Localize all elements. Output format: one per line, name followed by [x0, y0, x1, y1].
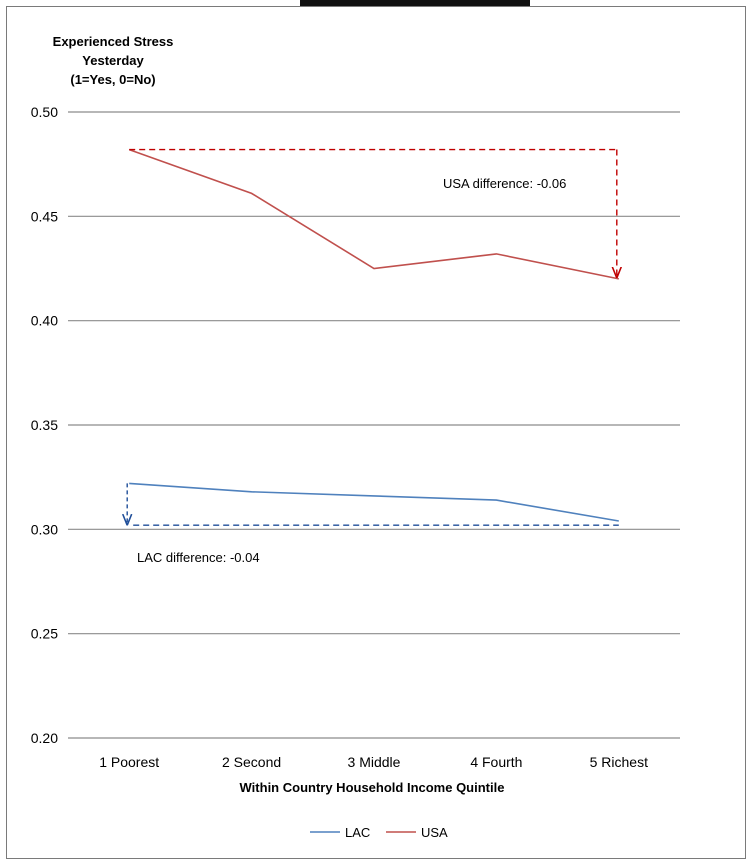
x-tick-label: 1 Poorest [99, 754, 159, 770]
y-tick-label: 0.50 [31, 104, 58, 120]
y-tick-label: 0.20 [31, 730, 58, 746]
x-tick-label: 3 Middle [348, 754, 401, 770]
x-tick-label: 5 Richest [590, 754, 648, 770]
gridlines [68, 111, 680, 739]
series-line-usa [128, 148, 619, 280]
y-tick-label: 0.30 [31, 521, 58, 537]
lac-difference-label: LAC difference: -0.04 [137, 550, 260, 565]
x-tick-label: 2 Second [222, 754, 281, 770]
series-line-lac [129, 482, 619, 522]
x-tick-label: 4 Fourth [470, 754, 522, 770]
y-tick-label: 0.25 [31, 626, 58, 642]
top-edge-shadow [300, 0, 530, 6]
x-axis-label: Within Country Household Income Quintile [240, 780, 505, 795]
legend-label-usa: USA [421, 825, 448, 840]
y-axis-label-line-1: Experienced Stress [53, 34, 174, 49]
legend-label-lac: LAC [345, 825, 370, 840]
y-tick-label: 0.45 [31, 208, 58, 224]
difference-annotations: USA difference: -0.06 LAC difference: -0.… [127, 148, 619, 565]
chart-border [6, 6, 746, 859]
series-lines [128, 148, 619, 522]
legend: LAC USA [310, 825, 448, 840]
usa-difference-label: USA difference: -0.06 [443, 176, 566, 191]
y-axis-label-line-2: Yesterday [82, 53, 144, 68]
y-tick-label: 0.40 [31, 313, 58, 329]
x-tick-labels: 1 Poorest 2 Second 3 Middle 4 Fourth 5 Riche… [99, 754, 648, 770]
y-tick-labels: 0.20 0.25 0.30 0.35 0.40 0.45 0.50 [31, 104, 58, 746]
y-tick-label: 0.35 [31, 417, 58, 433]
y-axis-label-line-3: (1=Yes, 0=No) [70, 72, 155, 87]
